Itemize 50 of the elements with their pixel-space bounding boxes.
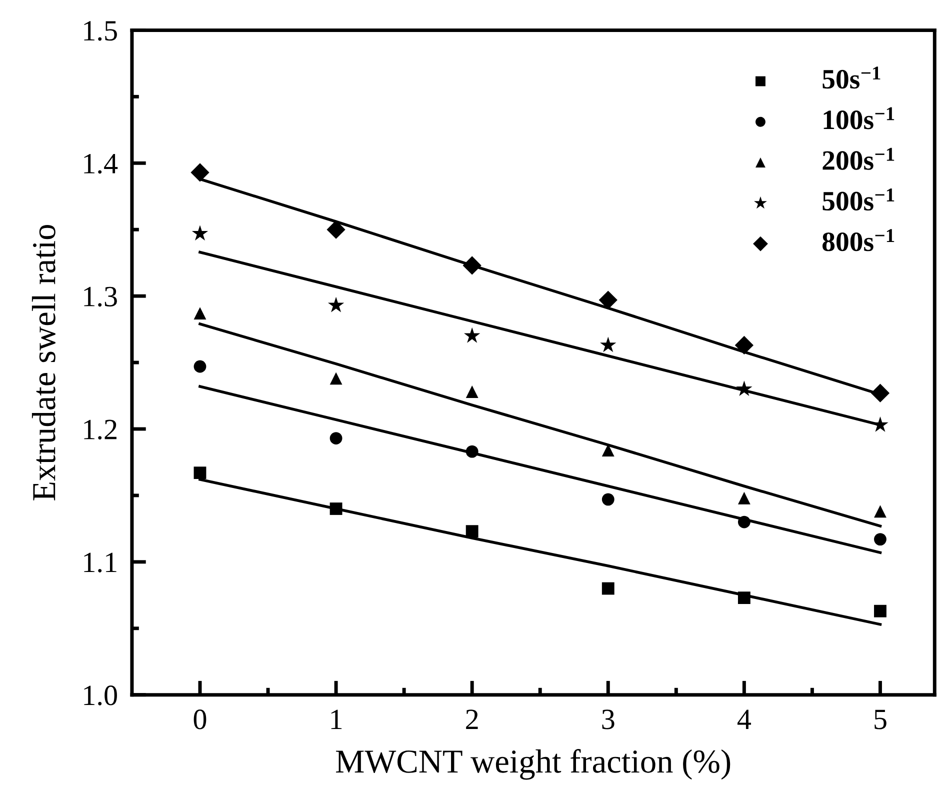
point — [874, 533, 886, 546]
point — [870, 384, 890, 402]
point — [602, 493, 614, 506]
y-tick-label: 1.3 — [84, 286, 117, 307]
point — [462, 256, 482, 275]
point — [466, 525, 478, 538]
x-tick-label: 3 — [602, 710, 614, 730]
point — [190, 163, 210, 182]
point — [330, 502, 342, 515]
point — [734, 336, 754, 355]
point — [738, 592, 750, 604]
y-tick-label: 1.5 — [84, 21, 117, 41]
point — [330, 432, 342, 444]
point — [602, 582, 614, 595]
point — [464, 327, 480, 343]
point — [330, 372, 342, 385]
point — [194, 360, 206, 373]
point — [872, 416, 888, 432]
point — [194, 466, 206, 480]
legend-label: 100s$^{−1}$ — [824, 107, 894, 130]
legend-label: 800s$^{−1}$ — [822, 229, 894, 252]
line-series — [198, 322, 882, 528]
line-series — [198, 385, 882, 554]
point — [874, 604, 886, 618]
point — [598, 290, 618, 310]
y-tick-label: 1.2 — [84, 420, 116, 440]
point — [194, 307, 206, 320]
y-tick-label: 1.0 — [84, 686, 117, 706]
x-tick-label: 2 — [466, 710, 478, 729]
point — [738, 516, 750, 528]
point — [874, 505, 886, 518]
point — [326, 220, 346, 239]
point — [328, 296, 344, 312]
y-tick-label: 1.1 — [84, 552, 116, 572]
y-axis-title: Extrudate swell ratio — [32, 224, 56, 500]
point — [738, 492, 750, 504]
point — [736, 380, 752, 396]
legend-label: 50s$^{−1}$ — [822, 66, 880, 89]
point — [466, 386, 478, 398]
x-axis-title: MWCNT weight fraction (%) — [336, 749, 730, 780]
x-tick-label: 1 — [331, 710, 342, 729]
x-tick-label: 0 — [194, 710, 206, 730]
point — [192, 225, 208, 240]
x-tick-label: 5 — [874, 710, 886, 730]
legend-label: 200s$^{−1}$ — [822, 148, 894, 170]
x-tick-label: 4 — [737, 710, 752, 729]
y-tick-label: 1.4 — [84, 154, 118, 174]
legend-label: 500s$^{−1}$ — [822, 188, 894, 211]
point — [466, 445, 478, 458]
point — [600, 336, 616, 352]
